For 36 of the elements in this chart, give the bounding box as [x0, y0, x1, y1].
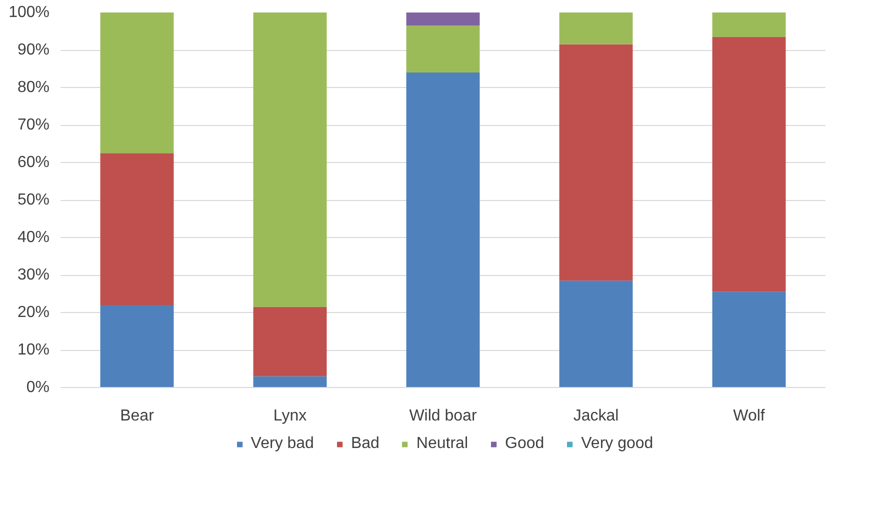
bar: [559, 12, 633, 44]
bar: [559, 280, 633, 388]
x-tick-label: Bear: [120, 408, 155, 424]
x-tick-label: Wild boar: [409, 408, 478, 424]
x-tick-label: Jackal: [573, 408, 619, 424]
bar: [253, 306, 327, 376]
bar: [406, 26, 480, 72]
bar: [253, 12, 327, 307]
x-tick-label: Wolf: [733, 408, 766, 424]
legend-label: Bad: [350, 435, 380, 453]
legend-label: Neutral: [416, 435, 468, 453]
y-tick-label: 20%: [17, 304, 50, 321]
y-tick-label: 10%: [17, 342, 50, 358]
y-tick-label: 0%: [26, 379, 50, 396]
bar: [100, 305, 174, 388]
bar: [712, 12, 786, 37]
legend-label: Good: [505, 435, 544, 453]
bar: [253, 376, 327, 388]
bar: [406, 72, 480, 388]
legend-label: Very good: [581, 435, 654, 453]
y-tick-label: 50%: [17, 192, 50, 208]
bar: [559, 44, 633, 281]
y-tick-label: 40%: [17, 229, 50, 246]
bar: [100, 12, 174, 154]
y-tick-label: 30%: [17, 266, 50, 284]
legend-label: Very bad: [250, 435, 314, 453]
y-tick-label: 70%: [17, 116, 50, 134]
bar: [712, 36, 786, 292]
y-tick-label: 60%: [17, 154, 50, 171]
x-tick-label: Lynx: [273, 408, 307, 424]
y-tick-label: 80%: [17, 79, 50, 96]
y-tick-label: 100%: [8, 4, 50, 21]
bar: [406, 12, 480, 26]
bar: [712, 292, 786, 388]
bar: [100, 153, 174, 305]
y-tick-label: 90%: [17, 42, 50, 58]
